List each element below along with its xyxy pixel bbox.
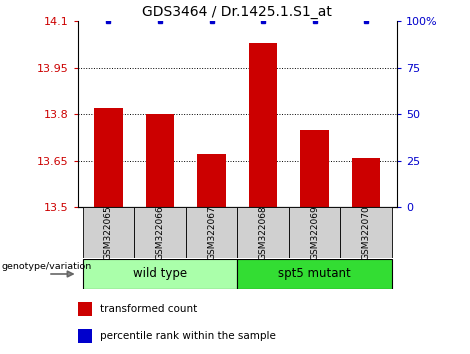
Bar [237,207,289,258]
Text: GSM322069: GSM322069 [310,205,319,260]
Bar [83,207,134,258]
Bar [78,302,92,316]
Bar [249,43,277,207]
Bar [197,154,226,207]
Bar [83,259,237,289]
Bar [146,114,174,207]
Bar [78,329,92,343]
Bar [340,207,392,258]
Text: GSM322068: GSM322068 [258,205,267,260]
Bar [300,130,329,207]
Bar [94,108,123,207]
Bar [237,259,392,289]
Bar [186,207,237,258]
Bar [289,207,340,258]
Text: GSM322067: GSM322067 [207,205,216,260]
Title: GDS3464 / Dr.1425.1.S1_at: GDS3464 / Dr.1425.1.S1_at [142,5,332,19]
Text: GSM322070: GSM322070 [362,205,371,260]
Text: transformed count: transformed count [100,304,197,314]
Text: GSM322065: GSM322065 [104,205,113,260]
Bar [352,158,380,207]
Text: GSM322066: GSM322066 [156,205,164,260]
Text: spt5 mutant: spt5 mutant [278,268,351,280]
Text: percentile rank within the sample: percentile rank within the sample [100,331,275,341]
Text: genotype/variation: genotype/variation [1,262,92,271]
Bar [134,207,186,258]
Text: wild type: wild type [133,268,187,280]
